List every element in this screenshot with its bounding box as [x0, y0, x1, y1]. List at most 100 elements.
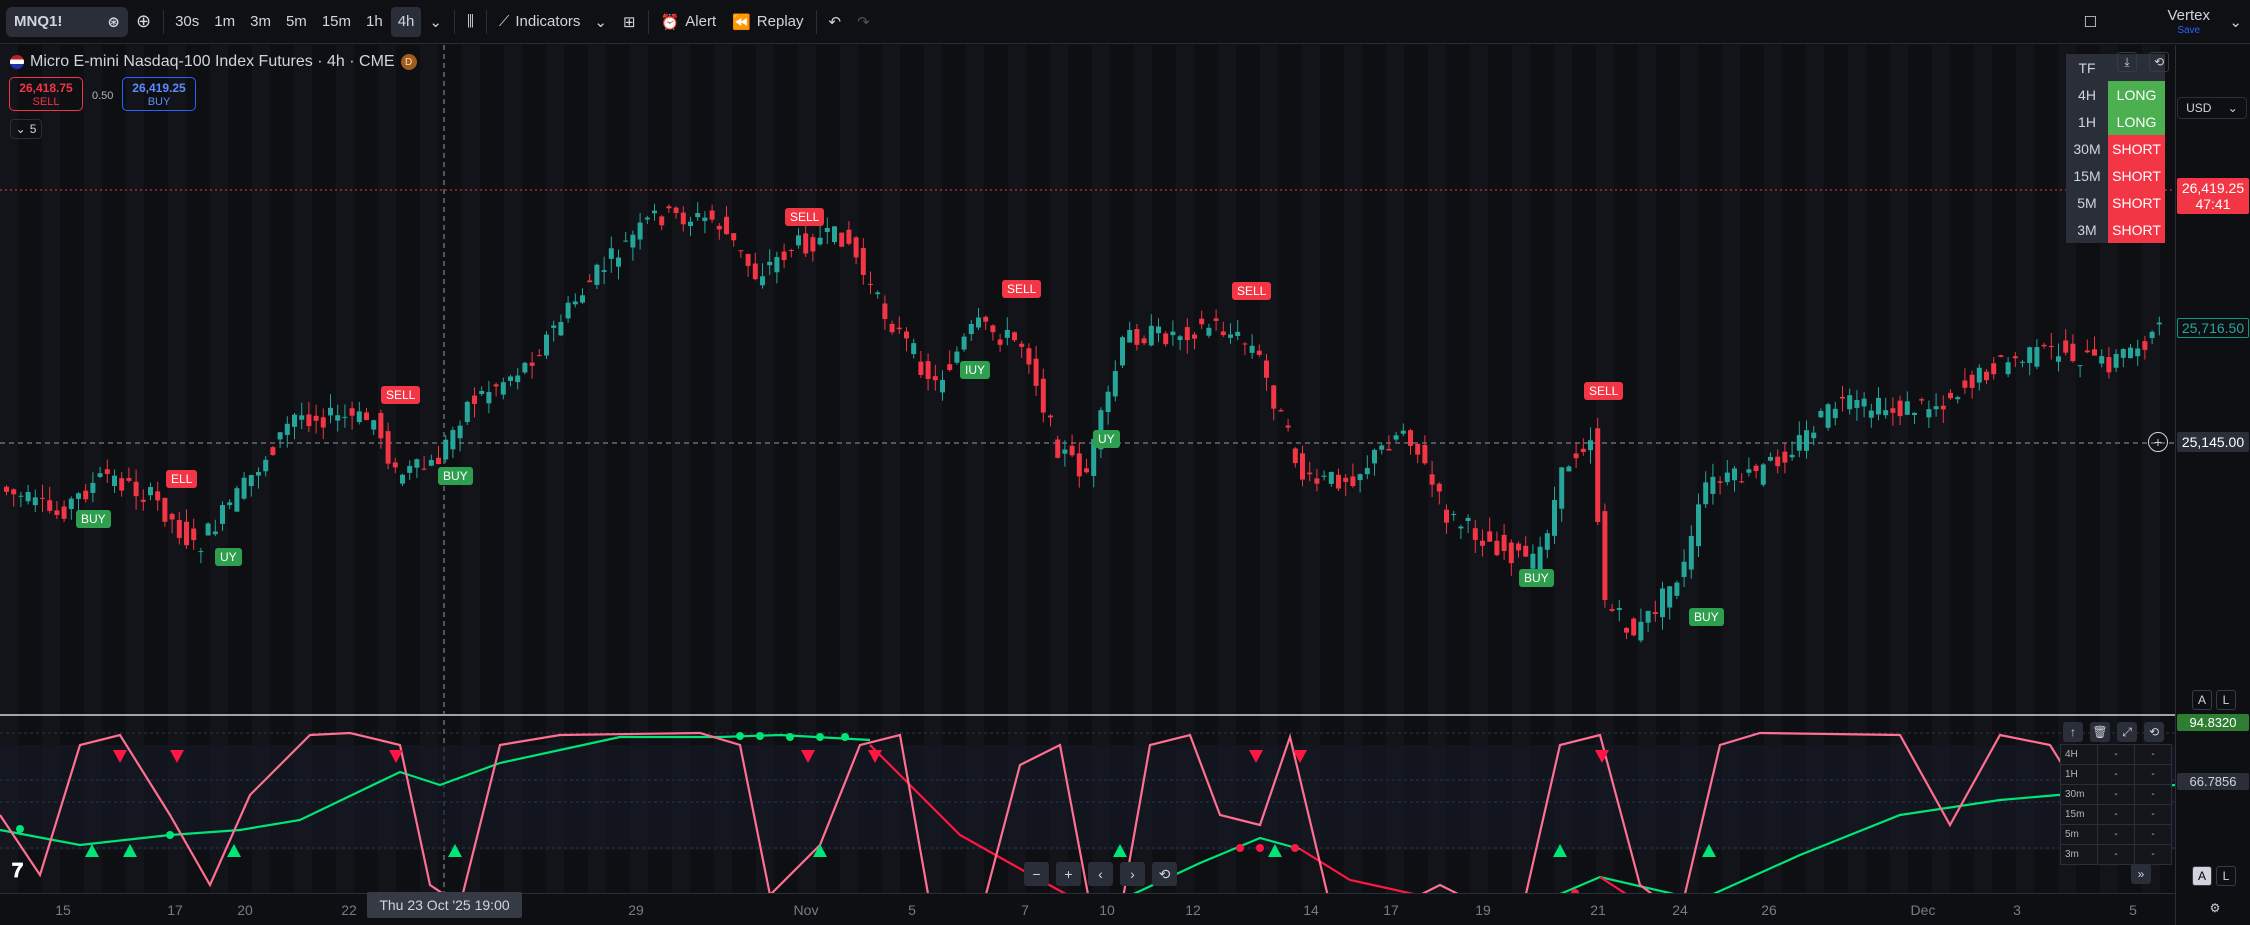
reset-chart-button[interactable]: ⟲ — [1152, 862, 1177, 886]
session-band — [378, 45, 396, 893]
candle-body — [1422, 444, 1428, 464]
oscillator-dot — [166, 831, 174, 839]
layout-menu[interactable]: Vertex Save — [2167, 8, 2210, 38]
session-band — [2100, 45, 2118, 893]
chart-settings-icon[interactable]: ⚙ — [2209, 901, 2221, 915]
candle-body — [990, 325, 996, 333]
time-tick-label: 3 — [2013, 902, 2021, 918]
timeframe-1m[interactable]: 1m — [214, 13, 236, 30]
delete-icon[interactable]: 🗑 — [2090, 722, 2110, 742]
candle-body — [1192, 334, 1197, 339]
candle-body — [882, 303, 888, 320]
session-band — [840, 45, 858, 893]
candle-body — [652, 210, 657, 214]
mtf-signal: LONG — [2108, 81, 2165, 108]
time-axis[interactable]: 151720222729Nov571012141719212426Dec35 — [0, 893, 2175, 925]
candle-body — [1120, 337, 1125, 366]
candle-body — [1962, 380, 1968, 388]
tradingview-logo[interactable]: 𝟕 — [12, 860, 24, 882]
time-tick-label: 19 — [1475, 902, 1491, 918]
session-band — [294, 45, 312, 893]
candle-body — [2027, 347, 2033, 363]
candle-body — [40, 497, 45, 499]
candle-body — [1055, 439, 1061, 458]
replay-button[interactable]: ⏪ Replay — [724, 7, 811, 37]
expand-icon[interactable]: » — [2131, 864, 2151, 884]
templates-button[interactable]: ⊞ — [615, 7, 644, 37]
settings-icon[interactable]: ⟲ — [2149, 52, 2169, 72]
candle-body — [817, 237, 823, 245]
log-scale-button[interactable]: L — [2216, 690, 2236, 710]
chart-type-button[interactable]: ⫼ — [459, 7, 482, 37]
log-scale-button[interactable]: L — [2216, 866, 2236, 886]
scroll-left-button[interactable]: ‹ — [1088, 862, 1113, 886]
chart-navigation: − + ‹ › ⟲ — [1024, 862, 1177, 886]
candle-body — [2092, 349, 2097, 356]
mtf-signal-table: TF 4H LONG 1H LONG 30M SHORT 15M SHORT 5M SHORT 3M S… — [2066, 54, 2165, 243]
timeframe-4h[interactable]: 4h — [390, 6, 422, 37]
buy-triangle-marker — [813, 844, 827, 857]
timeframe-1h[interactable]: 1h — [366, 13, 383, 30]
scroll-right-button[interactable]: › — [1120, 862, 1145, 886]
currency-selector[interactable]: USD ⌄ — [2177, 97, 2247, 119]
candle-body — [1472, 528, 1478, 540]
move-up-icon[interactable]: ↑ — [2063, 722, 2083, 742]
candle-body — [47, 500, 53, 511]
zoom-out-button[interactable]: − — [1024, 862, 1049, 886]
fullscreen-button[interactable]: ☐ — [2076, 7, 2105, 37]
candle-body — [1573, 453, 1579, 459]
chart-canvas[interactable] — [0, 45, 2175, 893]
candle-body — [1818, 411, 1824, 418]
candle-body — [464, 401, 470, 423]
zoom-in-button[interactable]: + — [1056, 862, 1081, 886]
candle-body — [1580, 448, 1586, 453]
add-alert-icon[interactable]: + — [2148, 432, 2168, 452]
symbol-menu-icon[interactable]: ⊛ — [107, 13, 120, 31]
sell-button[interactable]: 26,418.75 SELL — [9, 77, 83, 111]
timeframe-3m[interactable]: 3m — [250, 13, 271, 30]
oscillator-band — [0, 745, 2175, 850]
candle-body — [479, 390, 485, 394]
auto-scale-button[interactable]: A — [2192, 866, 2212, 886]
mini-timeframe: 3m — [2060, 844, 2098, 865]
download-icon[interactable]: ⤓ — [2117, 52, 2137, 72]
add-symbol-button[interactable]: ⊕ — [128, 7, 159, 37]
indicators-button[interactable]: ⟋ Indicators ⌄ — [491, 7, 615, 37]
price-axis[interactable]: USD ⌄ — [2175, 45, 2250, 925]
undo-button[interactable]: ↶ — [821, 7, 850, 37]
candle-body — [824, 227, 830, 232]
candle-body — [1616, 608, 1622, 611]
timeframe-dropdown[interactable]: ⌄ — [421, 7, 450, 37]
candle-body — [234, 488, 240, 512]
candle-body — [1904, 401, 1910, 415]
candle-body — [2048, 346, 2054, 348]
candle-body — [2106, 357, 2112, 373]
chart-area[interactable] — [0, 45, 2175, 925]
candle-body — [227, 502, 233, 506]
timeframe-5m[interactable]: 5m — [285, 13, 307, 30]
mtf-row: 5M SHORT — [2066, 189, 2165, 216]
oscillator-dot — [1236, 844, 1244, 852]
buy-label: BUY — [147, 96, 171, 108]
layout-dropdown[interactable]: ⌄ — [2221, 7, 2250, 37]
timeframe-30s[interactable]: 30s — [175, 13, 200, 30]
symbol-search[interactable]: MNQ1! ⊛ — [6, 6, 128, 37]
alert-button[interactable]: ⏰ Alert — [653, 7, 725, 37]
pane-settings-icon[interactable]: ⟲ — [2144, 722, 2164, 742]
session-band — [84, 45, 102, 893]
candle-body — [1336, 474, 1341, 489]
candle-body — [529, 362, 535, 366]
candle-body — [320, 417, 326, 428]
candle-body — [1004, 329, 1010, 338]
buy-button[interactable]: 26,419.25 BUY — [122, 77, 196, 111]
timeframe-15m[interactable]: 15m — [321, 13, 351, 30]
redo-button[interactable]: ↷ — [849, 7, 878, 37]
candle-body — [1984, 371, 1989, 381]
maximize-pane-icon[interactable]: ⤢ — [2117, 722, 2137, 742]
auto-scale-button[interactable]: A — [2192, 690, 2212, 710]
candle-body — [1631, 618, 1637, 636]
candle-body — [1760, 464, 1766, 485]
candle-body — [140, 499, 146, 502]
indicators-collapse-button[interactable]: ⌄ 5 — [10, 119, 42, 139]
sell-triangle-marker — [389, 750, 403, 763]
